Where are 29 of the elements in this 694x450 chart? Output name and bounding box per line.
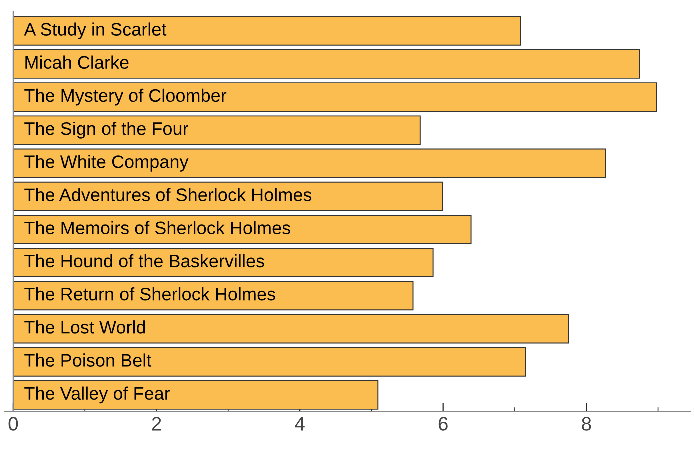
bar (12, 281, 414, 311)
y-tick-label: The Valley of Fear (24, 386, 170, 404)
x-tick-label: 2 (152, 417, 162, 431)
x-tick-label: 0 (8, 417, 18, 431)
bar (12, 49, 640, 79)
x-tick-label: 4 (295, 417, 305, 431)
y-tick-label: The Adventures of Sherlock Holmes (24, 188, 312, 202)
x-tick-label: 8 (582, 417, 592, 431)
x-tick-label: 6 (438, 417, 448, 431)
bar (12, 347, 526, 377)
bar (12, 314, 570, 344)
y-tick-label: The Mystery of Cloomber (24, 88, 227, 106)
bar (12, 16, 522, 46)
y-tick-label: A Study in Scarlet (24, 22, 167, 40)
y-tick-label: Micah Clarke (26, 56, 129, 70)
y-tick-label: The Lost World (24, 320, 146, 334)
bar (12, 148, 606, 178)
bar (12, 248, 434, 278)
bar (12, 182, 444, 212)
y-tick-label: The Return of Sherlock Holmes (24, 287, 276, 301)
bar (12, 82, 658, 112)
y-tick-label: The Sign of the Four (24, 122, 188, 139)
bar (12, 116, 421, 146)
y-tick-label: The Poison Belt (24, 354, 152, 367)
y-tick-label: The Memoirs of Sherlock Holmes (24, 221, 290, 235)
bar (12, 380, 379, 410)
bar (12, 214, 472, 244)
y-tick-label: The Hound of the Baskervilles (24, 254, 264, 268)
y-tick-label: The White Company (24, 155, 189, 172)
